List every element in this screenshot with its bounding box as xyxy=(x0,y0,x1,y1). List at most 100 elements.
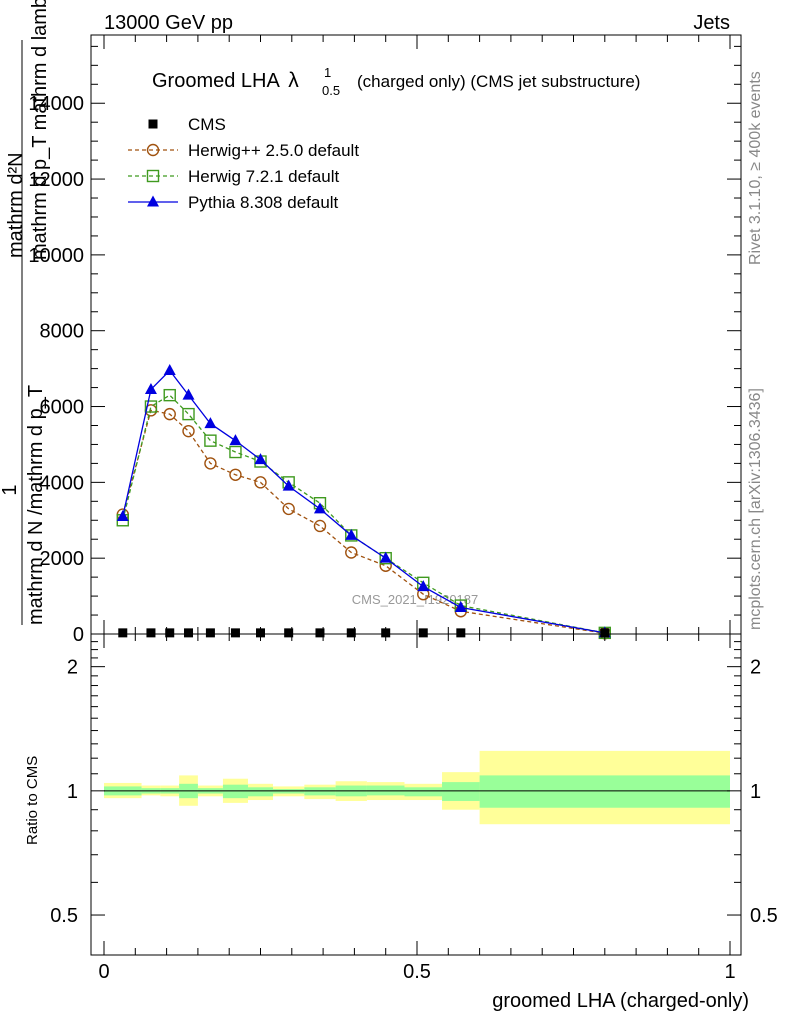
data-point xyxy=(116,509,129,521)
y-tick-label: 6000 xyxy=(40,397,85,419)
y-tick-label: 8000 xyxy=(40,321,85,343)
title-sub: 0.5 xyxy=(322,83,340,98)
chart-title: Groomed LHA λ 1 0.5 (charged only) (CMS … xyxy=(152,65,640,98)
x-axis-label: groomed LHA (charged-only) xyxy=(492,990,749,1012)
ratio-inner-band xyxy=(479,775,730,808)
legend-label: Pythia 8.308 default xyxy=(188,193,339,212)
data-point xyxy=(417,580,430,592)
y-tick-label: 10000 xyxy=(28,245,84,267)
title-symbol: λ xyxy=(288,69,299,92)
data-point xyxy=(254,453,267,465)
x-tick-label: 0 xyxy=(98,961,109,983)
legend-entry: CMS xyxy=(148,115,226,134)
ratio-x-tick-labels: 0 0.5 1 xyxy=(98,961,735,983)
y-label-outer-bottom: mathrm d N /mathrm d p_T xyxy=(25,385,47,625)
data-point xyxy=(282,502,295,516)
legend: CMS Herwig++ 2.5.0 default Herwig 7.2.1 de… xyxy=(128,115,359,212)
data-point xyxy=(229,445,242,459)
data-point xyxy=(204,417,217,429)
data-point xyxy=(230,628,240,638)
data-point xyxy=(118,628,128,638)
y-label-outer-top: 1 xyxy=(0,484,21,495)
legend-marker xyxy=(146,169,160,183)
data-point xyxy=(456,628,466,638)
title-main: Groomed LHA λ xyxy=(152,69,299,92)
data-point xyxy=(600,628,610,638)
y-tick-label: 2000 xyxy=(40,548,85,570)
x-tick-label: 1 xyxy=(724,961,735,983)
analysis-watermark: CMS_2021_I1920187 xyxy=(352,592,479,607)
data-point xyxy=(184,628,194,638)
series-line xyxy=(122,409,605,634)
ratio-y-tick-label: 2 xyxy=(67,657,78,679)
data-point xyxy=(346,628,356,638)
series-cms xyxy=(118,628,610,638)
data-point xyxy=(165,628,175,638)
y-label-fraction-bottom: mathrm d p_T mathrm d lambda xyxy=(29,0,51,260)
ratio-inner-band xyxy=(404,787,443,797)
main-panel: 0 2000 4000 6000 8000 10000 12000 14000 1 mathr… xyxy=(0,0,742,646)
data-point xyxy=(163,407,176,421)
legend-entry: Pythia 8.308 default xyxy=(128,193,339,212)
ratio-inner-band xyxy=(247,787,274,797)
series-pythia-8-308-default xyxy=(116,364,611,638)
data-point xyxy=(204,434,217,447)
ratio-inner-band xyxy=(442,782,480,801)
data-point xyxy=(345,528,358,540)
data-point xyxy=(313,502,326,514)
legend-entry: Herwig 7.2.1 default xyxy=(128,167,339,186)
ratio-panel: 0.5 0.51 12 2 0 0.5 1 Ratio to CMS groomed LH… xyxy=(24,633,778,1012)
y-tick-label: 12000 xyxy=(28,169,84,191)
main-y-tick-labels: 0 2000 4000 6000 8000 10000 12000 14000 xyxy=(28,93,84,646)
legend-marker xyxy=(148,119,158,129)
data-point xyxy=(315,628,325,638)
data-point xyxy=(379,551,392,563)
data-point xyxy=(163,364,176,376)
data-point xyxy=(146,628,156,638)
chart-subtitle: (charged only) (CMS jet substructure) xyxy=(357,72,640,91)
ratio-inner-band xyxy=(222,784,248,799)
data-point xyxy=(144,382,157,394)
main-y-axis-label: 1 mathrm d N /mathrm d p_T mathrm d²N ma… xyxy=(0,0,51,625)
series-line xyxy=(122,394,605,634)
x-tick-label: 0.5 xyxy=(403,961,431,983)
ratio-y-axis-label: Ratio to CMS xyxy=(24,756,41,845)
data-point xyxy=(229,434,242,446)
ratio-bands xyxy=(104,750,730,825)
data-point xyxy=(418,628,428,638)
ratio-axis-ticks xyxy=(91,634,741,955)
y-tick-label: 0 xyxy=(73,624,84,646)
legend-label: Herwig 7.2.1 default xyxy=(188,167,339,186)
data-point xyxy=(182,407,195,421)
title-sup: 1 xyxy=(324,65,331,80)
y-tick-label: 4000 xyxy=(40,472,85,494)
data-point xyxy=(144,400,158,413)
data-point xyxy=(182,388,195,400)
data-point xyxy=(163,388,176,402)
data-point xyxy=(256,628,265,638)
header-process: Jets xyxy=(693,12,730,34)
y-label-fraction-top: mathrm d²N xyxy=(5,152,27,258)
rivet-label: Rivet 3.1.10, ≥ 400k events xyxy=(747,71,764,265)
legend-label: Herwig++ 2.5.0 default xyxy=(188,141,359,160)
legend-marker xyxy=(146,143,160,157)
legend-entry: Herwig++ 2.5.0 default xyxy=(128,141,359,160)
ratio-frame xyxy=(90,633,742,956)
y-tick-label: 14000 xyxy=(28,93,84,115)
ratio-y-tick-labels: 0.5 0.5 1 1 2 2 xyxy=(50,657,778,927)
data-point xyxy=(345,546,358,559)
data-point xyxy=(204,457,217,470)
ratio-y-tick-label: 1 xyxy=(67,781,78,803)
header-energy: 13000 GeV pp xyxy=(104,12,233,34)
series-layer xyxy=(116,364,611,640)
data-point xyxy=(454,600,467,612)
data-point xyxy=(254,476,267,489)
data-point xyxy=(282,479,295,491)
data-point xyxy=(313,519,327,533)
data-point xyxy=(381,628,391,638)
legend-marker xyxy=(147,195,159,207)
legend-label: CMS xyxy=(188,115,226,134)
ratio-y-tick-label-right: 0.5 xyxy=(750,905,778,927)
ratio-y-tick-label: 0.5 xyxy=(50,905,78,927)
